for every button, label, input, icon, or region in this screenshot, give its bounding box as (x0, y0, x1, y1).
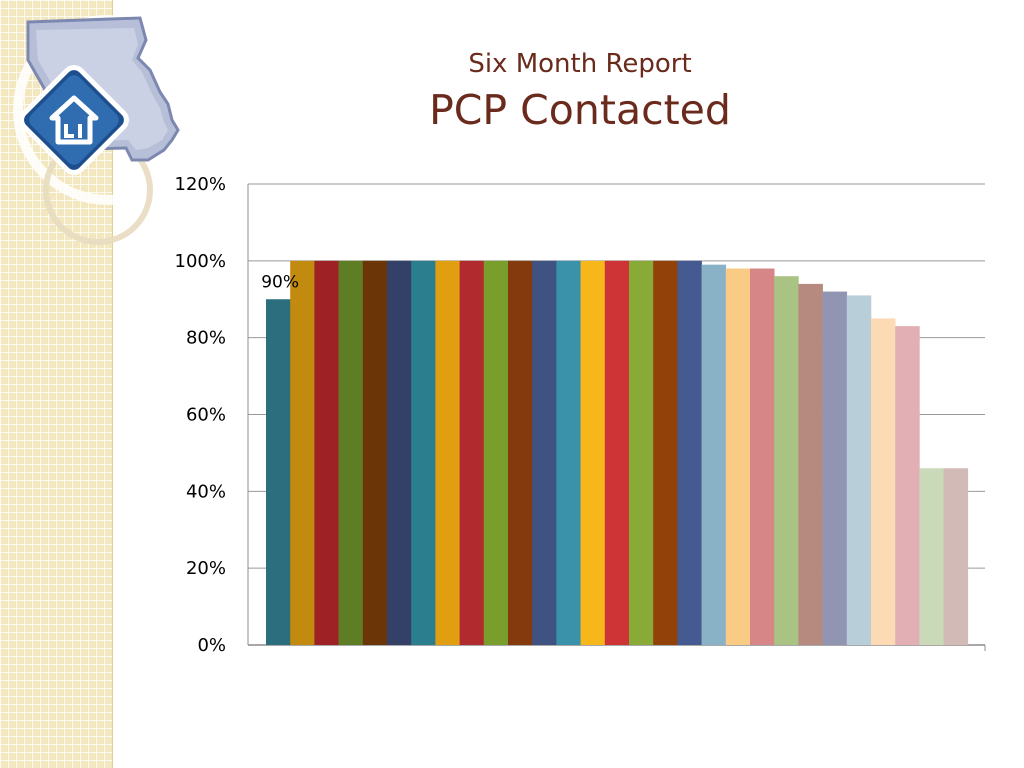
bar (266, 299, 291, 645)
y-tick-label: 0% (197, 635, 226, 656)
chart-bars (266, 260, 969, 645)
bar (314, 260, 339, 645)
bar (532, 260, 557, 645)
bar (435, 260, 460, 645)
bar (750, 268, 775, 645)
y-tick-label: 40% (186, 481, 226, 502)
bar (774, 276, 799, 645)
bar (871, 318, 896, 645)
bar (387, 260, 412, 645)
bar (822, 291, 848, 645)
chart-data-labels: 90% (261, 272, 299, 292)
bar (895, 326, 920, 645)
bar (411, 260, 436, 645)
y-tick-label: 120% (175, 174, 226, 195)
bar (483, 260, 509, 645)
bar (362, 260, 388, 645)
bar (338, 260, 364, 645)
bar (846, 295, 872, 645)
slide-title-block: Six Month Report PCP Contacted (330, 44, 830, 136)
slide-title: PCP Contacted (429, 86, 731, 134)
slide-subtitle: Six Month Report (468, 49, 692, 79)
bar-data-label: 90% (261, 272, 299, 292)
bar (556, 260, 581, 645)
y-tick-label: 100% (175, 251, 226, 272)
bar (725, 268, 751, 645)
bar (580, 260, 606, 645)
bar (677, 260, 702, 645)
bar (604, 260, 630, 645)
missouri-house-logo-icon (13, 15, 200, 245)
y-tick-label: 80% (186, 328, 226, 349)
bar (508, 260, 533, 645)
bar (919, 468, 944, 645)
bar (701, 264, 727, 645)
bar (459, 260, 485, 645)
y-tick-label: 20% (186, 558, 226, 579)
chart-y-axis-ticks: 0% 20% 40% 60% 80% 100% 120% (175, 174, 226, 656)
y-tick-label: 60% (186, 405, 226, 426)
bar (629, 260, 654, 645)
bar (653, 260, 678, 645)
bar (943, 468, 969, 645)
bar (290, 260, 315, 645)
bar (798, 283, 823, 645)
